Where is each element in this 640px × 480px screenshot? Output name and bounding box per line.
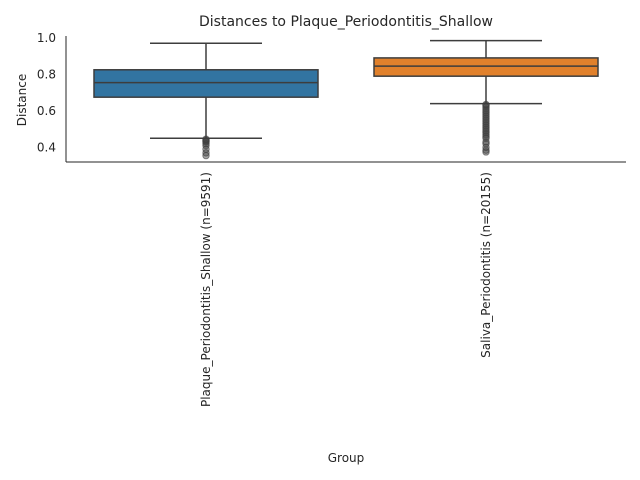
box-2 — [373, 57, 599, 77]
boxes-group — [93, 39, 599, 160]
x-axis-ticks: Plaque_Periodontitis_Shallow (n=9591) Sal… — [199, 172, 493, 407]
x-tick-label: Plaque_Periodontitis_Shallow (n=9591) — [199, 172, 213, 407]
y-tick-label: 0.8 — [37, 67, 56, 81]
y-axis-ticks: 0.4 0.6 0.8 1.0 — [37, 31, 56, 155]
chart-title: Distances to Plaque_Periodontitis_Shallo… — [199, 14, 493, 30]
y-axis-label: Distance — [15, 74, 29, 126]
outlier-point — [202, 151, 210, 160]
x-tick-label: Saliva_Periodontitis (n=20155) — [479, 172, 493, 358]
y-tick-label: 0.6 — [37, 104, 56, 118]
y-tick-label: 1.0 — [37, 31, 56, 45]
outlier-point — [482, 148, 490, 156]
box-1 — [93, 69, 319, 98]
y-tick-label: 0.4 — [37, 140, 56, 154]
x-axis-label: Group — [328, 451, 365, 465]
